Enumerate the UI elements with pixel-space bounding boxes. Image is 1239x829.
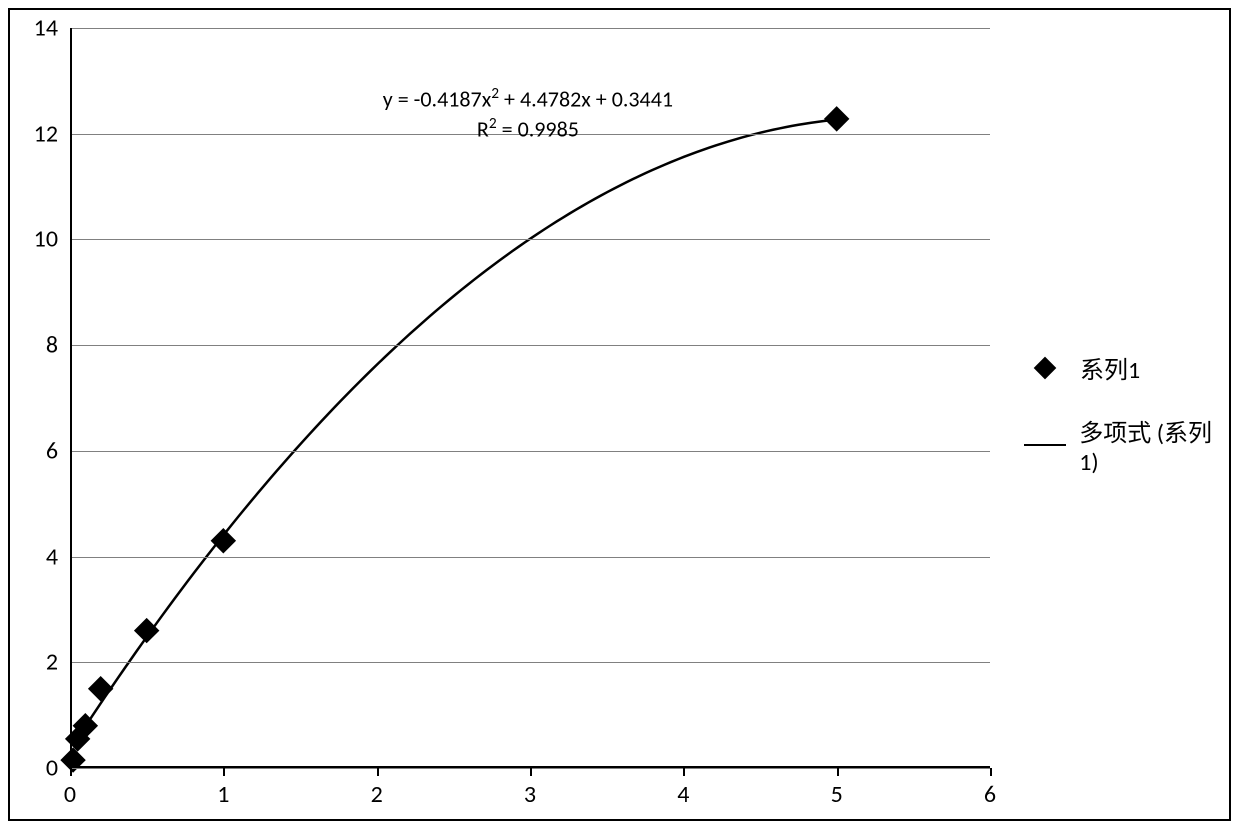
x-tick-label: 3: [524, 780, 536, 809]
y-tick-label: 8: [46, 331, 58, 360]
x-tick: [70, 768, 72, 776]
gridline: [70, 345, 990, 346]
x-tick: [837, 768, 839, 776]
data-point: [88, 676, 113, 701]
legend-label: 多项式 (系列1): [1079, 413, 1229, 477]
diamond-icon: [1034, 356, 1057, 379]
gridline: [70, 451, 990, 452]
y-tick-label: 12: [34, 119, 58, 148]
x-tick-label: 5: [831, 780, 843, 809]
trendline-equation: y = -0.4187x2 + 4.4782x + 0.3441 R2 = 0.…: [383, 84, 673, 144]
y-tick-label: 10: [34, 225, 58, 254]
y-tick-label: 2: [46, 648, 58, 677]
legend-item: 多项式 (系列1): [1022, 413, 1229, 477]
x-tick: [683, 768, 685, 776]
gridline: [70, 662, 990, 663]
gridline: [70, 557, 990, 558]
y-tick-label: 4: [46, 542, 58, 571]
data-point: [824, 106, 849, 131]
x-tick-label: 0: [64, 780, 76, 809]
y-tick-label: 0: [46, 754, 58, 783]
gridline: [70, 239, 990, 240]
x-tick: [990, 768, 992, 776]
x-tick-label: 6: [984, 780, 996, 809]
x-tick: [530, 768, 532, 776]
chart-container: 024681012140123456 系列1多项式 (系列1) y = -0.4…: [8, 8, 1231, 821]
y-tick-label: 14: [34, 14, 58, 43]
trendline: [73, 120, 837, 746]
gridline: [70, 28, 990, 29]
x-tick-label: 4: [677, 780, 689, 809]
x-tick: [377, 768, 379, 776]
y-tick-label: 6: [46, 436, 58, 465]
line-icon: [1024, 444, 1066, 446]
data-point: [211, 528, 236, 553]
equation-line: y = -0.4187x2 + 4.4782x + 0.3441: [383, 84, 673, 114]
legend-label: 系列1: [1080, 350, 1140, 385]
r-squared-line: R2 = 0.9985: [383, 114, 673, 144]
x-tick: [223, 768, 225, 776]
x-tick-label: 1: [217, 780, 229, 809]
x-tick-label: 2: [371, 780, 383, 809]
data-point: [134, 618, 159, 643]
legend-item: 系列1: [1022, 350, 1229, 385]
legend: 系列1 多项式 (系列1): [1022, 350, 1229, 477]
